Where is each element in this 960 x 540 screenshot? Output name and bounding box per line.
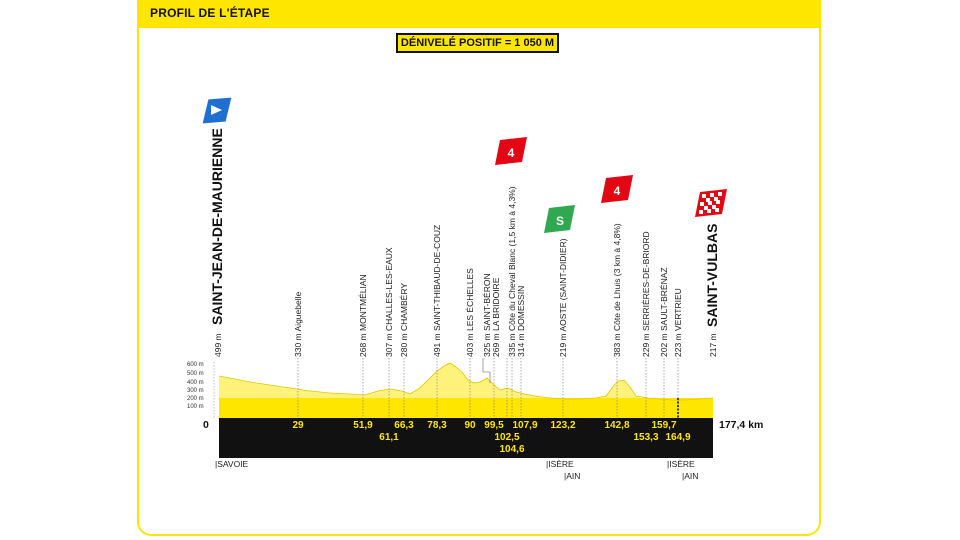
waypoint-label: 219 m AOSTE (SAINT-DIDIER) <box>558 238 568 357</box>
department-label: |SAVOIE <box>215 459 249 469</box>
climb-category-icon: 4 <box>495 137 527 165</box>
waypoint-label: 268 m MONTMÉLIAN <box>358 274 368 357</box>
km-marker: 61,1 <box>379 432 399 443</box>
climb-category-label: 4 <box>508 146 515 160</box>
km-marker: 123,2 <box>550 420 575 431</box>
waypoint-label: 325 m SAINT-BÉRON <box>482 273 492 357</box>
distance-total: 177,4 km <box>719 419 763 431</box>
waypoint-labels: 499 m SAINT-JEAN-DE-MAURIENNE 330 m Aigu… <box>209 128 720 357</box>
distance-band <box>219 418 713 458</box>
waypoint-label: 229 m SERRIÈRES-DE-BRIORD <box>641 231 651 357</box>
climb-category-icon: 4 <box>601 175 633 203</box>
waypoint-label: 330 m Aiguebelle <box>293 292 303 357</box>
sprint-flag-icon: S <box>544 205 575 233</box>
km-markers: 29 51,9 66,3 78,3 90 99,5 107,9 123,2 14… <box>292 420 691 455</box>
climb-category-label: 4 <box>614 184 621 198</box>
altitude-axis: 600 m 500 m 400 m 300 m 200 m 100 m <box>187 362 215 418</box>
start-town-label: SAINT-JEAN-DE-MAURIENNE <box>209 128 225 325</box>
distance-start: 0 <box>203 419 209 431</box>
waypoint-lines <box>297 358 679 418</box>
department-label: |AIN <box>564 471 580 481</box>
waypoint-leader <box>482 358 491 383</box>
finish-town-label: SAINT-VULBAS <box>704 224 720 327</box>
waypoint-label: 307 m CHALLES-LES-EAUX <box>384 247 394 357</box>
finish-flag-icon <box>695 189 727 217</box>
waypoint-label: 499 m <box>213 333 223 357</box>
altitude-tick: 600 m <box>187 362 204 368</box>
altitude-tick: 400 m <box>187 380 204 386</box>
km-marker: 104,6 <box>499 444 524 455</box>
km-marker: 51,9 <box>353 420 373 431</box>
km-marker: 102,5 <box>494 432 519 443</box>
altitude-tick: 500 m <box>187 371 204 377</box>
elevation-gain-banner: DÉNIVELÉ POSITIF = 1 050 M <box>396 33 559 53</box>
page-title: PROFIL DE L'ÉTAPE <box>150 6 270 20</box>
waypoint-label: 491 m SAINT-THIBAUD-DE-COUZ <box>432 225 442 357</box>
km-marker: 29 <box>292 420 304 431</box>
elevation-profile-outline <box>218 362 714 401</box>
km-marker: 153,3 <box>633 432 658 443</box>
waypoint-label: 403 m LES ÉCHELLES <box>465 268 475 357</box>
department-label: |ISÈRE <box>546 459 574 469</box>
waypoint-label: 335 m Côte du Cheval Blanc (1,5 km à 4,3… <box>507 186 517 357</box>
sprint-label: S <box>556 214 564 228</box>
department-label: |AIN <box>682 471 698 481</box>
km-marker: 164,9 <box>665 432 690 443</box>
km-marker: 159,7 <box>651 420 676 431</box>
waypoint-label: 314 m DOMESSIN <box>516 286 526 357</box>
waypoint-label: 202 m SAULT-BRÉNAZ <box>659 267 669 357</box>
start-flag-icon <box>201 96 233 125</box>
altitude-tick: 300 m <box>187 388 204 394</box>
km-marker: 142,8 <box>604 420 629 431</box>
km-marker: 90 <box>464 420 476 431</box>
department-label: |ISÈRE <box>667 459 695 469</box>
header-bar <box>137 0 821 28</box>
waypoint-label: 217 m <box>708 333 718 357</box>
waypoint-label: 223 m VERTRIEU <box>673 288 683 357</box>
elevation-profile-fill <box>219 398 713 418</box>
km-marker: 66,3 <box>394 420 414 431</box>
altitude-tick: 100 m <box>187 404 204 410</box>
km-marker: 107,9 <box>512 420 537 431</box>
km-marker: 99,5 <box>484 420 504 431</box>
department-labels: |SAVOIE |ISÈRE |AIN |ISÈRE |AIN <box>215 459 698 481</box>
altitude-tick: 200 m <box>187 396 204 402</box>
waypoint-label: 269 m LA BRIDOIRE <box>491 277 501 357</box>
waypoint-label: 383 m Côte de Lhuis (3 km à 4,8%) <box>612 223 622 357</box>
km-marker: 78,3 <box>427 420 447 431</box>
waypoint-label: 280 m CHAMBÉRY <box>399 283 409 357</box>
